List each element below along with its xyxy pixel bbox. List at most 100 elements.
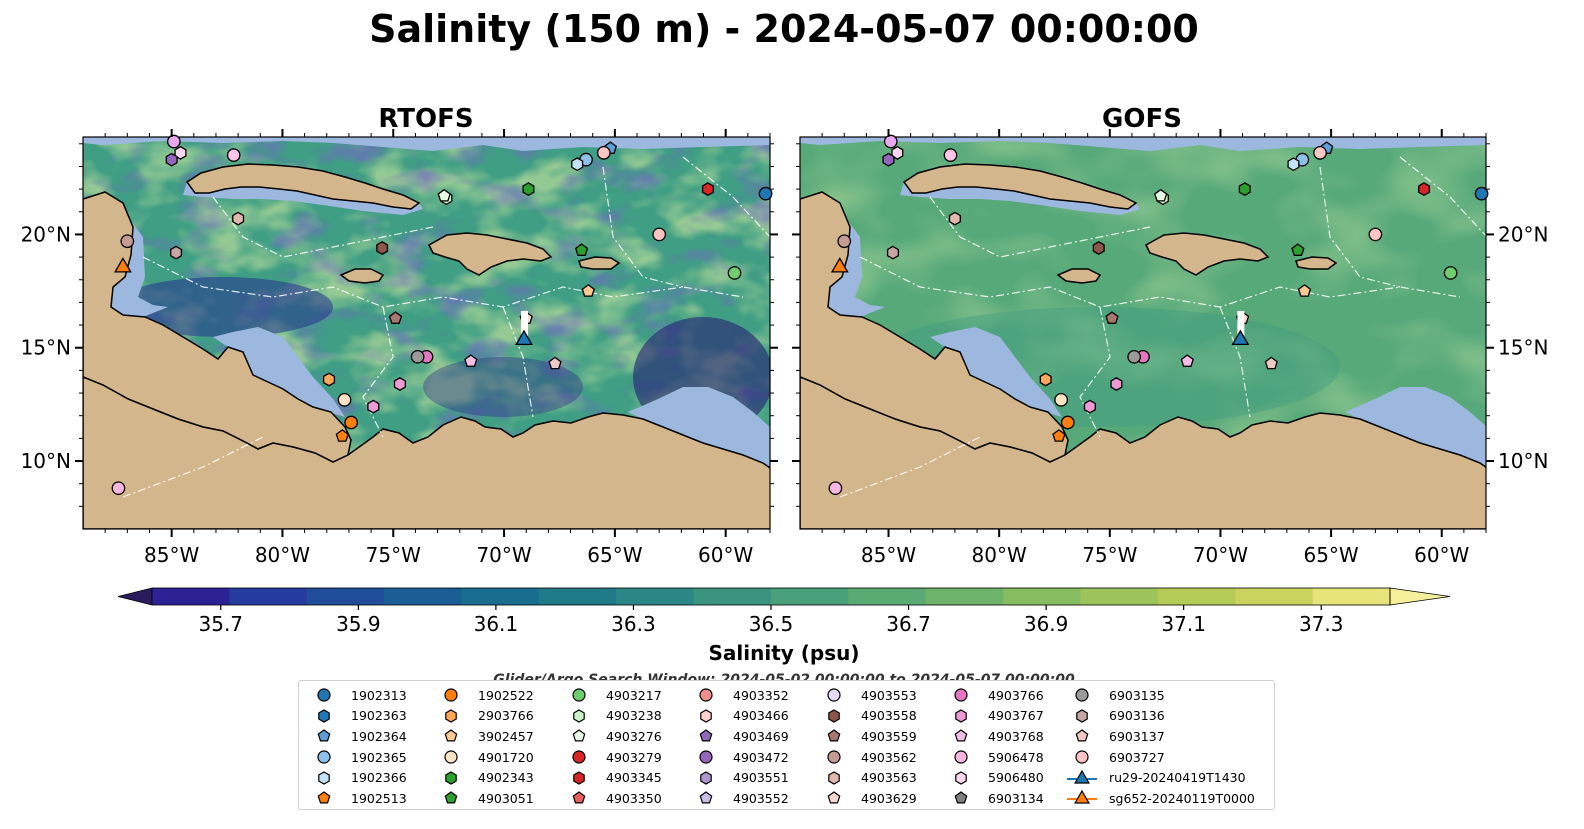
lon-tick-label: 65°W	[587, 543, 642, 567]
legend-label: 1902366	[351, 770, 407, 786]
colorbar-extend-high	[1389, 587, 1451, 606]
legend-label: 4901720	[478, 749, 534, 765]
colorbar-swatch	[1080, 588, 1159, 605]
glider-marker	[1231, 329, 1250, 346]
gofs-title: GOFS	[1102, 104, 1182, 134]
lon-tick-label: 85°W	[861, 543, 916, 567]
float-marker	[1054, 392, 1068, 407]
rtofs-title: RTOFS	[378, 104, 473, 134]
lon-tick-label: 75°W	[1082, 543, 1137, 567]
legend-item: 4902343	[436, 767, 534, 788]
colorbar-tick-label: 36.1	[474, 612, 519, 636]
legend-item: 4903563	[819, 767, 917, 788]
legend-label: 4903345	[606, 770, 662, 786]
float-legend-icon	[699, 750, 713, 764]
lon-tick-label: 85°W	[144, 543, 199, 567]
float-legend-icon	[317, 791, 331, 804]
legend-label: 4903469	[733, 728, 789, 744]
float-marker	[335, 429, 349, 442]
legend-column: 1902522 2903766 3902457 4901720 4902343 49030…	[436, 685, 534, 809]
colorbar-swatch	[461, 588, 540, 605]
legend-label: 3902457	[478, 728, 534, 744]
colorbar-swatch	[384, 588, 462, 605]
legend-item: 4903051	[436, 788, 534, 809]
float-marker	[1287, 157, 1300, 172]
gofs-markers	[828, 134, 1489, 496]
legend-item: 4901720	[436, 747, 534, 768]
float-legend-icon	[317, 688, 331, 702]
float-marker	[1127, 349, 1141, 364]
float-marker	[174, 145, 187, 160]
legend-item: 4903559	[819, 726, 917, 747]
legend-item: 5906480	[946, 767, 1044, 788]
float-marker	[120, 234, 135, 249]
float-marker	[111, 481, 126, 496]
float-marker	[1105, 311, 1119, 324]
gofs-panel: GOFS 85°W 80°W 75°W 70°W 65°W 60°W20	[792, 104, 1548, 567]
float-marker	[367, 399, 380, 414]
lat-tick-label: 20°N	[21, 222, 71, 246]
float-legend-icon	[827, 688, 841, 702]
float-marker	[1313, 146, 1327, 160]
float-marker	[1180, 354, 1194, 367]
float-legend-icon	[827, 729, 841, 742]
legend-item: 4903350	[564, 788, 662, 809]
float-marker	[1052, 429, 1066, 442]
colorbar-label: Salinity (psu)	[708, 641, 859, 665]
lon-tick-label: 65°W	[1303, 543, 1358, 567]
float-marker	[376, 241, 389, 255]
legend-label: 1902313	[351, 687, 407, 703]
legend-item: 1902365	[309, 747, 407, 768]
float-marker	[1297, 284, 1312, 297]
float-marker	[1418, 182, 1431, 197]
lon-tick-label: 75°W	[366, 543, 421, 567]
legend-label: 4902343	[478, 770, 534, 786]
float-marker	[883, 134, 898, 149]
float-marker	[1368, 227, 1383, 242]
float-legend-icon	[1075, 729, 1089, 742]
float-marker	[758, 186, 773, 201]
legend-label: 6903136	[1109, 708, 1165, 724]
legend-label: 1902364	[351, 728, 407, 744]
legend-item: 6903134	[946, 788, 1044, 809]
legend-label: sg652-20240119T0000	[1109, 790, 1255, 806]
float-legend-icon	[954, 688, 968, 702]
figure-title: Salinity (150 m) - 2024-05-07 00:00:00	[369, 7, 1199, 51]
float-marker	[170, 245, 183, 260]
colorbar-swatch	[306, 588, 385, 605]
float-marker	[1092, 241, 1105, 255]
lat-tick-label: 15°N	[1498, 336, 1548, 360]
float-legend-icon	[699, 729, 713, 742]
glider-legend-icon	[1067, 769, 1097, 784]
float-marker	[581, 284, 595, 297]
legend-item: 6903727	[1067, 747, 1255, 768]
float-marker	[393, 377, 406, 391]
legend-label: 4903466	[733, 708, 789, 724]
float-legend-icon	[444, 688, 458, 702]
float-marker	[337, 392, 352, 407]
glider-marker	[113, 257, 132, 273]
legend-label: ru29-20240419T1430	[1109, 770, 1246, 786]
legend-item: 4903279	[564, 747, 662, 768]
lon-tick-label: 70°W	[476, 543, 531, 567]
float-marker	[344, 415, 359, 430]
legend-label: 4903352	[733, 687, 789, 703]
lat-tick-label: 10°N	[21, 449, 71, 473]
float-marker	[548, 356, 562, 370]
float-legend-icon	[444, 791, 458, 804]
legend-item: 4903551	[691, 767, 789, 788]
legend-label: 6903135	[1109, 687, 1165, 703]
colorbar-swatch	[538, 588, 617, 605]
float-marker	[167, 134, 181, 149]
colorbar: 35.7 35.9 36.1 36.3 36.5 36.7 36.9 37.1 37.3 Sal…	[117, 587, 1451, 665]
glider-marker	[830, 257, 849, 273]
legend-label: 4903766	[988, 687, 1044, 703]
legend-column: 6903135 6903136 6903137 6903727 ru29-2024041…	[1067, 685, 1255, 809]
legend-item: 4903768	[946, 726, 1044, 747]
float-marker	[1474, 186, 1489, 201]
float-marker	[1291, 243, 1305, 256]
float-legend-icon	[828, 709, 840, 723]
legend-item: 1902364	[309, 726, 407, 747]
float-marker	[1083, 399, 1096, 414]
